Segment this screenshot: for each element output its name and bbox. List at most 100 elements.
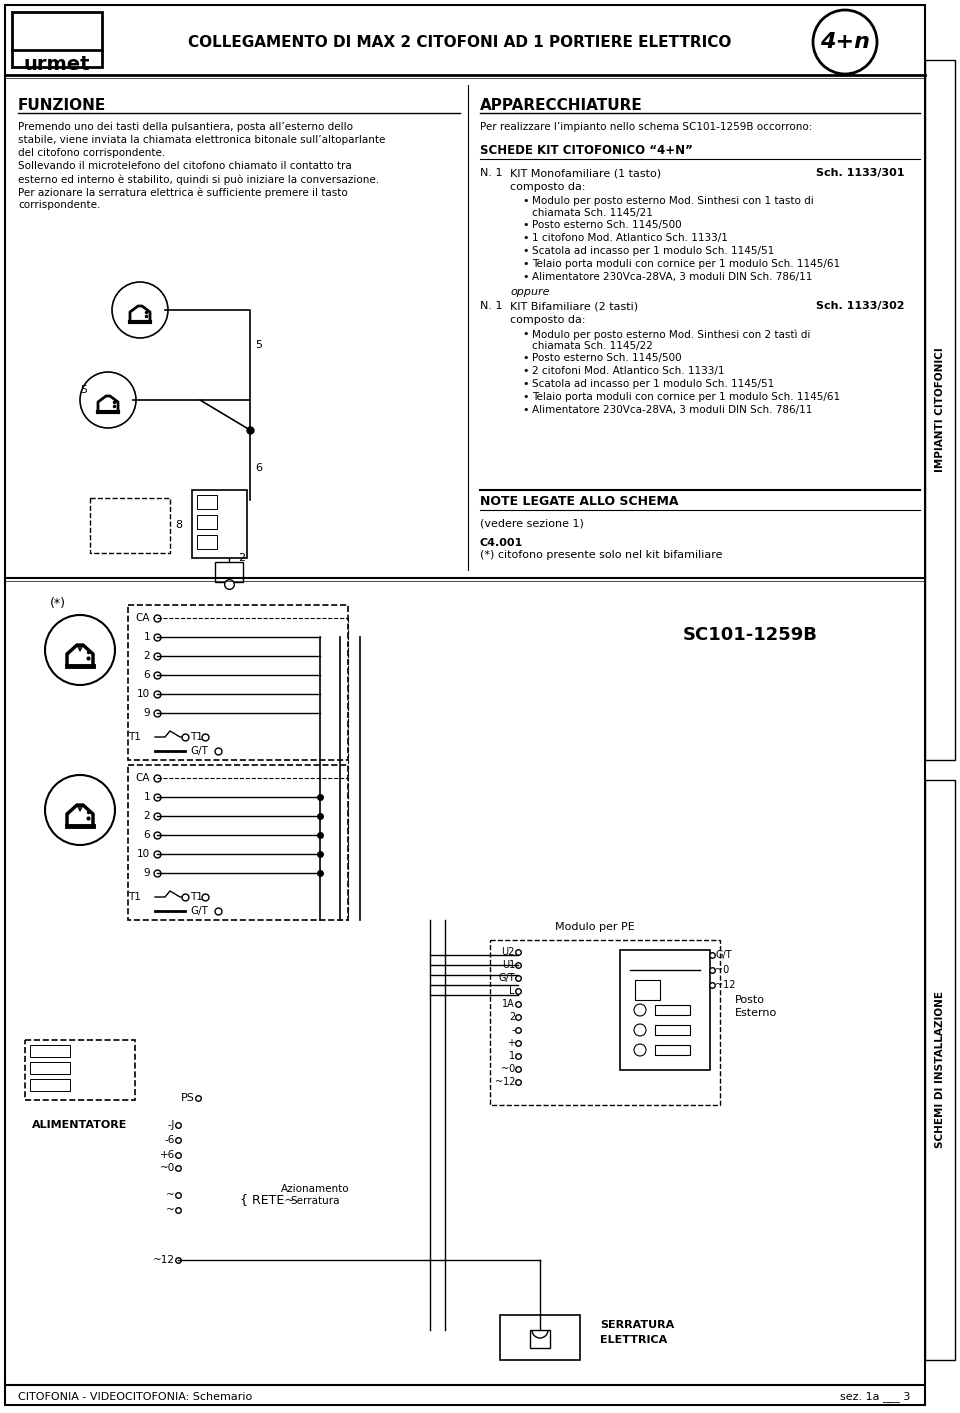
Bar bbox=[925, 780, 955, 1359]
Text: 6: 6 bbox=[143, 670, 150, 680]
Text: 6: 6 bbox=[143, 829, 150, 839]
Text: Sch. 1133/301: Sch. 1133/301 bbox=[817, 168, 905, 178]
Text: Posto: Posto bbox=[735, 995, 765, 1005]
Text: 2: 2 bbox=[509, 1012, 515, 1022]
Text: Sollevando il microtelefono del citofono chiamato il contatto tra: Sollevando il microtelefono del citofono… bbox=[18, 161, 351, 171]
Text: +: + bbox=[507, 1039, 515, 1048]
Text: APPARECCHIATURE: APPARECCHIATURE bbox=[480, 97, 643, 113]
Bar bbox=[635, 981, 660, 1000]
Text: SERRATURA: SERRATURA bbox=[600, 1320, 674, 1330]
Text: Premendo uno dei tasti della pulsantiera, posta all’esterno dello: Premendo uno dei tasti della pulsantiera… bbox=[18, 122, 353, 131]
Text: Posto esterno Sch. 1145/500: Posto esterno Sch. 1145/500 bbox=[532, 220, 682, 230]
Text: N. 1: N. 1 bbox=[480, 168, 502, 178]
Bar bbox=[197, 495, 217, 509]
Text: ~0: ~0 bbox=[159, 1163, 175, 1173]
Text: T1: T1 bbox=[190, 892, 203, 901]
Text: stabile, viene inviata la chiamata elettronica bitonale sull’altoparlante: stabile, viene inviata la chiamata elett… bbox=[18, 136, 385, 146]
Text: C4.001: C4.001 bbox=[480, 538, 523, 548]
Bar bbox=[30, 1080, 70, 1091]
Text: Modulo per PE: Modulo per PE bbox=[555, 923, 635, 933]
Text: •: • bbox=[522, 259, 529, 268]
Bar bbox=[90, 497, 170, 552]
Text: -J: -J bbox=[168, 1121, 175, 1130]
Text: ~12: ~12 bbox=[715, 981, 735, 991]
Text: •: • bbox=[522, 353, 529, 363]
Text: Scatola ad incasso per 1 modulo Sch. 1145/51: Scatola ad incasso per 1 modulo Sch. 114… bbox=[532, 379, 775, 389]
Text: 2: 2 bbox=[143, 651, 150, 661]
Text: NOTE LEGATE ALLO SCHEMA: NOTE LEGATE ALLO SCHEMA bbox=[480, 495, 679, 509]
Text: Posto esterno Sch. 1145/500: Posto esterno Sch. 1145/500 bbox=[532, 353, 682, 363]
Text: PS: PS bbox=[181, 1094, 195, 1104]
Text: N. 1: N. 1 bbox=[480, 301, 502, 311]
Text: U2: U2 bbox=[502, 947, 515, 957]
Text: -6: -6 bbox=[164, 1135, 175, 1145]
Text: •: • bbox=[522, 379, 529, 389]
Text: { RETE~: { RETE~ bbox=[240, 1194, 295, 1207]
Text: 6: 6 bbox=[255, 463, 262, 473]
Text: CA: CA bbox=[135, 613, 150, 623]
Text: •: • bbox=[522, 233, 529, 243]
Text: chiamata Sch. 1145/21: chiamata Sch. 1145/21 bbox=[532, 208, 653, 218]
Bar bbox=[500, 1316, 580, 1359]
Text: •: • bbox=[522, 196, 529, 206]
Text: composto da:: composto da: bbox=[510, 182, 586, 192]
Text: CITOFONIA - VIDEOCITOFONIA: Schemario: CITOFONIA - VIDEOCITOFONIA: Schemario bbox=[18, 1392, 252, 1402]
Text: ~12: ~12 bbox=[153, 1255, 175, 1265]
Text: 4+n: 4+n bbox=[820, 32, 870, 52]
Text: Sch. 1133/302: Sch. 1133/302 bbox=[817, 301, 905, 311]
Text: Modulo per posto esterno Mod. Sinthesi con 1 tasto di: Modulo per posto esterno Mod. Sinthesi c… bbox=[532, 196, 814, 206]
Text: 2: 2 bbox=[143, 811, 150, 821]
Text: •: • bbox=[522, 366, 529, 376]
Text: •: • bbox=[522, 406, 529, 415]
Text: ALIMENTATORE: ALIMENTATORE bbox=[33, 1121, 128, 1130]
Bar bbox=[655, 1046, 690, 1056]
Text: Alimentatore 230Vca-28VA, 3 moduli DIN Sch. 786/11: Alimentatore 230Vca-28VA, 3 moduli DIN S… bbox=[532, 406, 812, 415]
Text: 8: 8 bbox=[175, 520, 182, 530]
Text: 1: 1 bbox=[143, 793, 150, 803]
Text: •: • bbox=[522, 246, 529, 256]
Bar bbox=[530, 1330, 550, 1348]
Text: 2 citofoni Mod. Atlantico Sch. 1133/1: 2 citofoni Mod. Atlantico Sch. 1133/1 bbox=[532, 366, 725, 376]
Text: oppure: oppure bbox=[510, 287, 549, 297]
Text: +6: +6 bbox=[159, 1150, 175, 1160]
Text: 2: 2 bbox=[238, 552, 245, 562]
Text: Modulo per posto esterno Mod. Sinthesi con 2 tastì di: Modulo per posto esterno Mod. Sinthesi c… bbox=[532, 329, 810, 339]
Text: SC101-1259B: SC101-1259B bbox=[683, 626, 817, 644]
Text: ~12: ~12 bbox=[494, 1077, 515, 1087]
Text: -: - bbox=[512, 1024, 515, 1034]
Bar bbox=[12, 11, 102, 66]
Bar bbox=[192, 490, 247, 558]
Text: (*): (*) bbox=[50, 596, 66, 609]
Text: esterno ed interno è stabilito, quindi si può iniziare la conversazione.: esterno ed interno è stabilito, quindi s… bbox=[18, 174, 379, 185]
Bar bbox=[925, 59, 955, 760]
Text: COLLEGAMENTO DI MAX 2 CITOFONI AD 1 PORTIERE ELETTRICO: COLLEGAMENTO DI MAX 2 CITOFONI AD 1 PORT… bbox=[188, 34, 732, 49]
Bar bbox=[197, 536, 217, 550]
Text: SCHEMI DI INSTALLAZIONE: SCHEMI DI INSTALLAZIONE bbox=[935, 992, 945, 1149]
Text: composto da:: composto da: bbox=[510, 315, 586, 325]
Text: •: • bbox=[522, 391, 529, 403]
Text: Telaio porta moduli con cornice per 1 modulo Sch. 1145/61: Telaio porta moduli con cornice per 1 mo… bbox=[532, 391, 840, 403]
Text: ~0: ~0 bbox=[715, 965, 730, 975]
Text: T1: T1 bbox=[190, 732, 203, 742]
Bar bbox=[620, 950, 710, 1070]
Text: 1: 1 bbox=[143, 632, 150, 642]
Bar bbox=[655, 1024, 690, 1034]
Bar bbox=[25, 1040, 135, 1099]
Text: chiamata Sch. 1145/22: chiamata Sch. 1145/22 bbox=[532, 341, 653, 350]
Text: KIT Monofamiliare (1 tasto): KIT Monofamiliare (1 tasto) bbox=[510, 168, 661, 178]
Bar bbox=[197, 514, 217, 528]
Text: del citofono corrispondente.: del citofono corrispondente. bbox=[18, 148, 165, 158]
Text: Telaio porta moduli con cornice per 1 modulo Sch. 1145/61: Telaio porta moduli con cornice per 1 mo… bbox=[532, 259, 840, 268]
Text: (vedere sezione 1): (vedere sezione 1) bbox=[480, 519, 584, 528]
Text: corrispondente.: corrispondente. bbox=[18, 201, 101, 211]
Bar bbox=[128, 764, 348, 920]
Text: 1: 1 bbox=[509, 1051, 515, 1061]
Text: Scatola ad incasso per 1 modulo Sch. 1145/51: Scatola ad incasso per 1 modulo Sch. 114… bbox=[532, 246, 775, 256]
Text: 5: 5 bbox=[255, 341, 262, 350]
Text: G/T: G/T bbox=[498, 974, 515, 983]
Bar bbox=[490, 940, 720, 1105]
Text: 9: 9 bbox=[143, 708, 150, 718]
Text: •: • bbox=[522, 329, 529, 339]
Text: G/T: G/T bbox=[715, 950, 732, 959]
Bar bbox=[215, 562, 243, 582]
